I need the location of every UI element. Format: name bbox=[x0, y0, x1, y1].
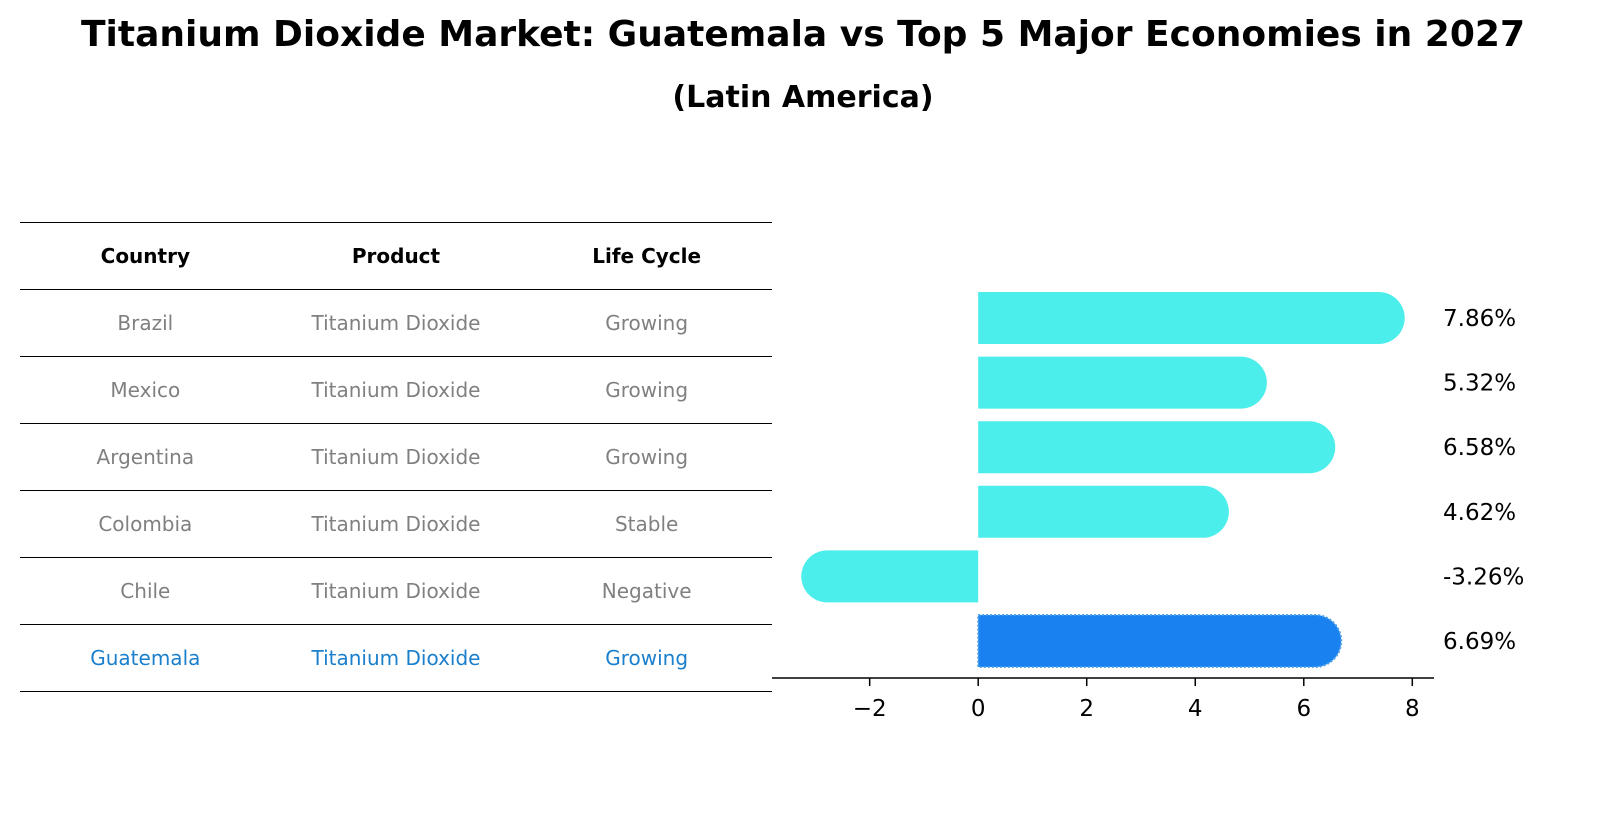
bar-chart: 7.86% 5.32% 6.58% 4.62% -3.26% 6.69% −2 0 2 4 6 8 bbox=[772, 292, 1524, 722]
table-row: Mexico Titanium Dioxide Growing bbox=[20, 356, 772, 424]
data-label: -3.26% bbox=[1443, 564, 1524, 590]
cell-life-cycle: Negative bbox=[521, 557, 772, 625]
x-tick-label: 0 bbox=[971, 696, 986, 722]
x-tick-label: 6 bbox=[1296, 696, 1311, 722]
cell-life-cycle: Stable bbox=[521, 490, 772, 558]
x-tick-label: −2 bbox=[853, 696, 887, 722]
cell-country: Brazil bbox=[20, 289, 271, 357]
table-row: Brazil Titanium Dioxide Growing bbox=[20, 289, 772, 357]
cell-life-cycle: Growing bbox=[521, 289, 772, 357]
bar bbox=[978, 292, 1405, 344]
cell-life-cycle: Growing bbox=[521, 356, 772, 424]
data-label: 7.86% bbox=[1443, 306, 1516, 332]
table-row: Chile Titanium Dioxide Negative bbox=[20, 557, 772, 625]
cell-country: Colombia bbox=[20, 490, 271, 558]
chart-title: Titanium Dioxide Market: Guatemala vs To… bbox=[81, 14, 1525, 55]
data-table: Country Product Life Cycle Brazil Titani… bbox=[20, 222, 772, 692]
cell-product: Titanium Dioxide bbox=[270, 490, 522, 558]
data-label: 4.62% bbox=[1443, 500, 1516, 526]
cell-life-cycle: Growing bbox=[521, 624, 772, 692]
cell-product: Titanium Dioxide bbox=[270, 423, 522, 491]
bar bbox=[978, 421, 1336, 474]
data-label: 6.69% bbox=[1443, 629, 1516, 655]
x-tick-label: 8 bbox=[1405, 696, 1420, 722]
cell-country: Guatemala bbox=[20, 624, 271, 692]
cell-product: Titanium Dioxide bbox=[270, 356, 522, 424]
cell-country: Mexico bbox=[20, 356, 271, 424]
table-header-row: Country Product Life Cycle bbox=[20, 222, 772, 290]
cell-life-cycle: Growing bbox=[521, 423, 772, 491]
bar bbox=[978, 485, 1229, 538]
bar-highlighted bbox=[977, 614, 1343, 668]
bar bbox=[978, 356, 1267, 409]
table-row: Argentina Titanium Dioxide Growing bbox=[20, 423, 772, 491]
column-header-country: Country bbox=[20, 222, 271, 290]
table-row: Colombia Titanium Dioxide Stable bbox=[20, 490, 772, 558]
column-header-life-cycle: Life Cycle bbox=[521, 222, 772, 290]
cell-country: Chile bbox=[20, 557, 271, 625]
cell-product: Titanium Dioxide bbox=[270, 557, 522, 625]
bar bbox=[801, 550, 979, 603]
cell-product: Titanium Dioxide bbox=[270, 624, 522, 692]
data-label: 5.32% bbox=[1443, 371, 1516, 397]
chart-subtitle: (Latin America) bbox=[672, 80, 934, 115]
data-label: 6.58% bbox=[1443, 435, 1516, 461]
x-tick-label: 4 bbox=[1188, 696, 1203, 722]
table-row-highlighted: Guatemala Titanium Dioxide Growing bbox=[20, 624, 772, 692]
cell-product: Titanium Dioxide bbox=[270, 289, 522, 357]
cell-country: Argentina bbox=[20, 423, 271, 491]
x-tick-label: 2 bbox=[1079, 696, 1094, 722]
column-header-product: Product bbox=[270, 222, 522, 290]
